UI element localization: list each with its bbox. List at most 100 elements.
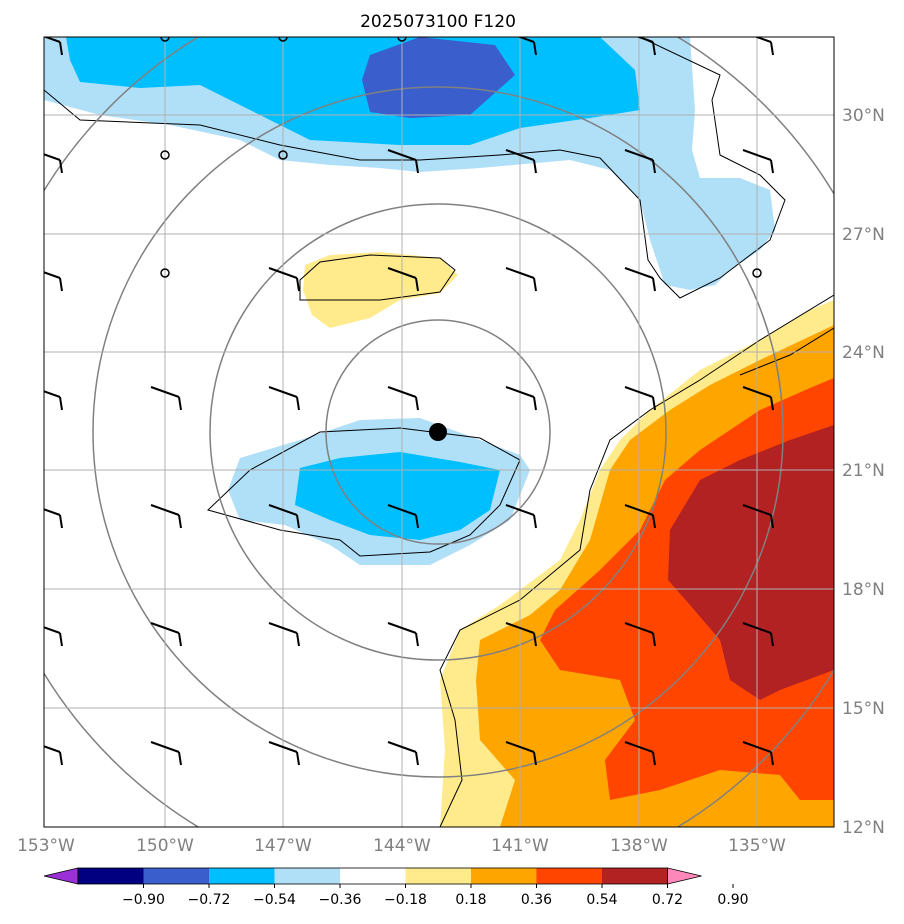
gridlines <box>44 37 834 827</box>
wind-barb-stroke <box>387 149 417 161</box>
wind-barb-stroke <box>44 508 61 516</box>
colorbar-tick-label: 0.90 <box>717 892 748 908</box>
wind-barb-stroke <box>533 632 537 647</box>
contour-negative-mid-center <box>295 452 500 540</box>
lon-label-141w: 141°W <box>491 836 549 856</box>
wind-barb-stroke <box>44 390 61 398</box>
lat-label-27n: 27°N <box>842 225 885 245</box>
wind-barb-stroke <box>150 622 180 634</box>
colorbar-border <box>77 867 668 885</box>
wind-barb-stroke <box>742 504 772 516</box>
wind-barb-stroke <box>44 153 61 161</box>
wind-barb-stroke <box>150 741 180 753</box>
wind-barb-stroke <box>44 745 61 753</box>
latitude-labels: 30°N 27°N 24°N 21°N 18°N 15°N 12°N <box>842 106 885 838</box>
wind-barb-calm <box>397 37 407 42</box>
colorbar-segment <box>143 868 209 884</box>
wind-barb-stroke <box>505 267 535 279</box>
map-panel <box>44 37 834 827</box>
storm-center-marker <box>429 423 447 441</box>
wind-barb-stroke <box>59 41 63 56</box>
lat-label-12n: 12°N <box>842 818 885 838</box>
wind-barb-stroke <box>624 622 654 634</box>
wind-barb-stroke <box>387 267 417 279</box>
wind-barb-stroke <box>533 277 537 292</box>
colorbar-segment <box>209 868 275 884</box>
lon-label-135w: 135°W <box>728 836 786 856</box>
wind-barb-stroke <box>415 159 419 174</box>
colorbar-tick-label: −0.90 <box>122 892 165 908</box>
wind-barb-stroke <box>505 386 535 398</box>
wind-barb-stroke <box>59 632 63 647</box>
wind-barb-stroke <box>770 41 774 56</box>
wind-barb-stroke <box>150 504 180 516</box>
wind-barb-stroke <box>415 632 419 647</box>
wind-barb-stroke <box>296 396 300 411</box>
lon-label-144w: 144°W <box>373 836 431 856</box>
colorbar-segment <box>471 868 537 884</box>
colorbar-extend-low <box>43 867 79 885</box>
wind-barb-stroke <box>742 149 772 161</box>
lat-label-15n: 15°N <box>842 699 885 719</box>
wind-barb-stroke <box>387 386 417 398</box>
wind-barb-stroke <box>44 37 61 43</box>
wind-barb-calm <box>278 150 288 160</box>
grey-isolines <box>44 37 834 827</box>
wind-barb-stroke <box>624 267 654 279</box>
wind-barb-stroke <box>742 741 772 753</box>
wind-barb-stroke <box>178 514 182 529</box>
wind-barb-stroke <box>652 277 656 292</box>
wind-barb-stroke <box>59 396 63 411</box>
wind-barb-stroke <box>59 159 63 174</box>
wind-barb-stroke <box>505 504 535 516</box>
wind-barb-stroke <box>44 626 61 634</box>
wind-barb-stroke <box>652 632 656 647</box>
wind-barb-stroke <box>505 741 535 753</box>
wind-barb-stroke <box>296 277 300 292</box>
wind-barb-stroke <box>44 271 61 279</box>
wind-barb-calm <box>160 150 170 160</box>
wind-barb-stroke <box>505 622 535 634</box>
figure-title: 2025073100 F120 <box>360 12 516 32</box>
wind-barb-stroke <box>652 751 656 766</box>
lat-label-24n: 24°N <box>842 343 885 363</box>
wind-barb-stroke <box>505 149 535 161</box>
wind-barb-stroke <box>296 514 300 529</box>
wind-barb-stroke <box>59 751 63 766</box>
colorbar-segment <box>274 868 340 884</box>
wind-barb-stroke <box>268 741 298 753</box>
black-contour-lines <box>44 37 834 827</box>
colorbar-tick-label: 0.72 <box>652 892 683 908</box>
longitude-labels: 153°W 150°W 147°W 144°W 141°W 138°W 135°… <box>17 836 786 856</box>
colorbar-tick-label: −0.36 <box>319 892 362 908</box>
wind-barb-stroke <box>268 267 298 279</box>
wind-barb-stroke <box>533 159 537 174</box>
colorbar-tick-label: −0.72 <box>188 892 231 908</box>
wind-barb-stroke <box>624 149 654 161</box>
wind-barb-stroke <box>387 741 417 753</box>
wind-barb-stroke <box>652 514 656 529</box>
wind-barb-stroke <box>178 751 182 766</box>
lon-label-138w: 138°W <box>610 836 668 856</box>
wind-barb-calm <box>160 37 170 42</box>
wind-barb-stroke <box>624 504 654 516</box>
wind-barb-stroke <box>178 396 182 411</box>
colorbar-segment <box>602 868 668 884</box>
wind-barb-stroke <box>770 632 774 647</box>
colorbar-tick-label: 0.18 <box>455 892 486 908</box>
wind-barb-stroke <box>387 504 417 516</box>
lat-label-30n: 30°N <box>842 106 885 126</box>
wind-barb-stroke <box>59 277 63 292</box>
colorbar-segment <box>78 868 144 884</box>
wind-barb-stroke <box>296 751 300 766</box>
wind-barb-stroke <box>59 514 63 529</box>
contour-positive-max-east <box>668 425 834 700</box>
wind-barb-stroke <box>742 622 772 634</box>
wind-barb-stroke <box>415 396 419 411</box>
wind-barb-stroke <box>533 514 537 529</box>
wind-barb-stroke <box>770 159 774 174</box>
lon-label-153w: 153°W <box>17 836 75 856</box>
colorbar-segment <box>405 868 471 884</box>
wind-barb-calm <box>278 37 288 42</box>
